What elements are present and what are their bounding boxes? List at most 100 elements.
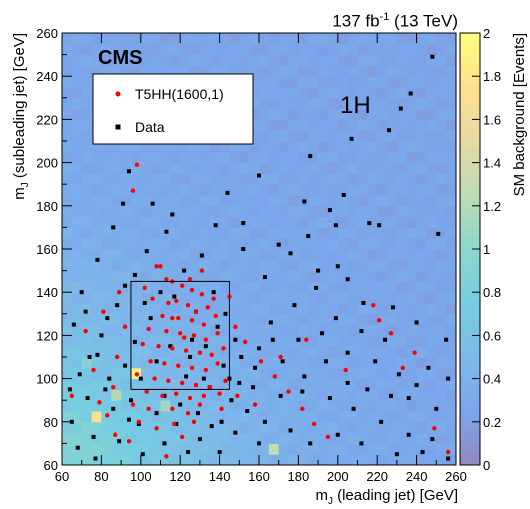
heatmap-bin [298, 281, 309, 293]
heatmap-bin [229, 313, 240, 326]
heatmap-bin [426, 151, 437, 164]
heatmap-bin [170, 443, 181, 455]
heatmap-bin [268, 389, 280, 401]
heatmap-bin [190, 205, 201, 218]
heatmap-bin [62, 378, 73, 390]
heatmap-bin [62, 357, 73, 369]
heatmap-bin [446, 43, 456, 56]
heatmap-bin [357, 205, 368, 218]
heatmap-bin [81, 76, 93, 88]
heatmap-bin [357, 87, 368, 99]
heatmap-bin [387, 184, 398, 196]
heatmap-bin [377, 367, 388, 380]
heatmap-bin [160, 411, 171, 423]
heatmap-bin [318, 313, 329, 326]
z-tick-label: 0.8 [483, 285, 501, 300]
heatmap-bin [268, 76, 280, 88]
signal-point [179, 380, 185, 386]
heatmap-bin [367, 313, 378, 326]
heatmap-bin [367, 454, 378, 465]
heatmap-bin [121, 43, 132, 56]
heatmap-bin [219, 227, 230, 239]
data-point [406, 432, 411, 437]
data-point [115, 303, 120, 308]
heatmap-bin [357, 270, 368, 282]
signal-point [172, 421, 177, 427]
data-point [190, 337, 195, 342]
heatmap-bin [111, 184, 122, 196]
legend-marker-signal [115, 91, 121, 97]
heatmap-bin [327, 249, 339, 261]
heatmap-bin [130, 432, 142, 444]
heatmap-bin [396, 184, 408, 196]
heatmap-bin [140, 216, 152, 228]
signal-point [252, 402, 258, 407]
heatmap-bin [160, 378, 171, 390]
heatmap-bin [101, 367, 112, 380]
heatmap-bin [308, 389, 319, 401]
data-point [99, 333, 104, 338]
heatmap-bin [377, 108, 388, 120]
heatmap-bin [367, 173, 378, 185]
heatmap-bin [446, 54, 456, 66]
heatmap-bin [298, 65, 309, 77]
heatmap-bin [416, 281, 427, 293]
data-point [164, 229, 169, 234]
heatmap-bin [327, 303, 339, 315]
heatmap-bin [337, 259, 349, 272]
heatmap-bin [327, 411, 339, 423]
heatmap-bin [318, 173, 329, 185]
data-point [414, 383, 419, 388]
heatmap-bin [150, 173, 161, 185]
heatmap-bin [318, 195, 329, 207]
heatmap-bin [357, 130, 368, 142]
heatmap-bin [140, 292, 152, 304]
heatmap-bin [416, 346, 427, 358]
heatmap-bin [436, 216, 447, 228]
heatmap-bin [416, 292, 427, 304]
heatmap-bin [318, 443, 329, 455]
heatmap-bin [298, 227, 309, 239]
heatmap-bin [209, 367, 221, 380]
heatmap-bin [347, 87, 358, 99]
heatmap-bin [406, 151, 418, 164]
heatmap-bin [71, 184, 83, 196]
heatmap-bin [377, 173, 388, 185]
heatmap-bin [190, 346, 201, 358]
signal-point [199, 268, 205, 273]
heatmap-bin [140, 195, 152, 207]
heatmap-bin [436, 151, 447, 164]
heatmap-bin [396, 357, 408, 369]
heatmap-bin [180, 378, 191, 390]
heatmap-bin [209, 65, 221, 77]
data-point [201, 376, 206, 381]
heatmap-bin [308, 65, 319, 77]
heatmap-bin [367, 119, 378, 131]
legend-label-data: Data [135, 119, 165, 135]
axes-layer: 60 80 100 120 140 160 180 200 220 240 260608010012… [36, 26, 467, 484]
heatmap-bin [357, 162, 368, 174]
heatmap-bin [229, 43, 240, 56]
heatmap-bin [298, 259, 309, 272]
heatmap-bin [199, 367, 211, 380]
heatmap-bin [259, 162, 270, 174]
heatmap-bin [259, 65, 270, 77]
heatmap-bin [357, 259, 368, 272]
heatmap-bin [337, 54, 349, 66]
heatmap-bin [160, 162, 171, 174]
heatmap-bin [387, 357, 398, 369]
heatmap-bin [318, 270, 329, 282]
data-point [268, 320, 273, 325]
heatmap-bin [357, 411, 368, 423]
heatmap-bin [318, 227, 329, 239]
heatmap-bin [367, 108, 378, 120]
heatmap-bin [298, 205, 309, 218]
heatmap-bin [229, 205, 240, 218]
heatmap-bin [249, 119, 260, 131]
heatmap-bin [347, 162, 358, 174]
heatmap-bin [367, 292, 378, 304]
heatmap-bin [160, 205, 171, 218]
heatmap-bin [298, 324, 309, 336]
heatmap-bin [367, 259, 378, 272]
data-point [203, 344, 208, 349]
